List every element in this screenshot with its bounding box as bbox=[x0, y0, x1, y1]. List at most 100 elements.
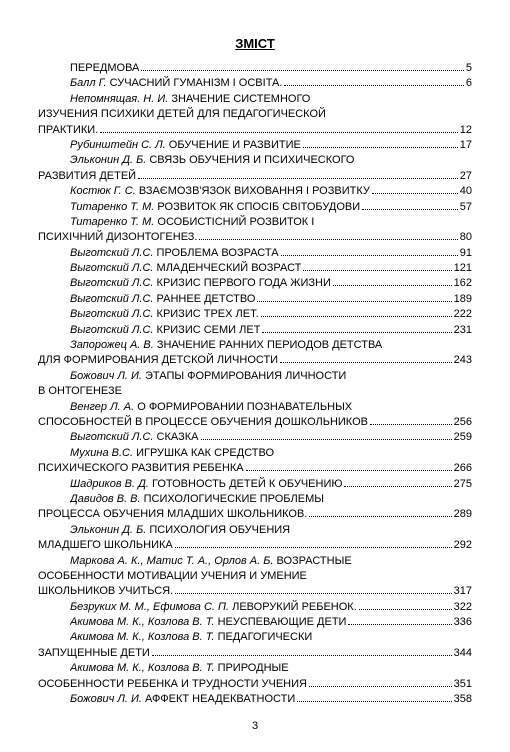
toc-entry-label: ОСОБЕННОСТИ РЕБЕНКА И ТРУДНОСТИ УЧЕНИЯ bbox=[38, 677, 307, 692]
toc-row: РАЗВИТИЯ ДЕТЕЙ 27 bbox=[38, 169, 472, 184]
toc-leader-dots bbox=[303, 147, 458, 148]
toc-row: МЛАДШЕГО ШКОЛЬНИКА292 bbox=[38, 538, 472, 553]
toc-entry-page: 57 bbox=[460, 200, 472, 215]
toc-entry-text: ПСИХОЛОГИЯ ОБУЧЕНИЯ bbox=[149, 524, 290, 536]
toc-entry-label: Безруких М. М., Ефимова С. П. ЛЕВОРУКИЙ … bbox=[70, 600, 357, 615]
toc-entry-text: КРИЗИС СЕМИ ЛЕТ bbox=[157, 324, 261, 336]
toc-entry-page: 275 bbox=[454, 477, 472, 492]
toc-entry-label: Запорожец А. В. ЗНАЧЕНИЕ РАННИХ ПЕРИОДОВ… bbox=[70, 338, 382, 353]
toc-row: Костюк Г. С. ВЗАЄМОЗВ'ЯЗОК ВИХОВАННЯ І Р… bbox=[38, 184, 472, 199]
toc-row: Эльконин Д. Б. СВЯЗЬ ОБУЧЕНИЯ И ПСИХИЧЕС… bbox=[38, 153, 472, 168]
toc-row: В ОНТОГЕНЕЗЕ bbox=[38, 384, 472, 399]
toc-entry-author: Маркова А. К., Матис Т. А., Орлов А. Б. bbox=[70, 555, 276, 567]
page-number: 3 bbox=[0, 720, 510, 732]
toc-entry-text: РАЗВИТИЯ ДЕТЕЙ bbox=[38, 170, 136, 182]
toc-entry-label: ПСИХІЧНИЙ ДИЗОНТОГЕНЕЗ. bbox=[38, 230, 197, 245]
toc-row: Выготский Л.С. КРИЗИС ПЕРВОГО ГОДА ЖИЗНИ… bbox=[38, 276, 472, 291]
toc-entry-author: Акимова М. К., Козлова В. Т. bbox=[70, 631, 218, 643]
toc-row: Выготский Л.С. КРИЗИС ТРЕХ ЛЕТ.222 bbox=[38, 307, 472, 322]
toc-entry-author: Выготский Л.С. bbox=[70, 324, 157, 336]
toc-entry-author: Мухина В.С. bbox=[70, 447, 136, 459]
toc-entry-author: Балл Г. bbox=[70, 77, 110, 89]
toc-entry-author: Выготский Л.С. bbox=[70, 247, 157, 259]
toc-entry-text: В ОНТОГЕНЕЗЕ bbox=[38, 385, 122, 397]
toc-entry-text: ВОЗРАСТНЫЕ bbox=[276, 555, 351, 567]
toc-leader-dots bbox=[280, 362, 452, 363]
toc-entry-page: 6 bbox=[466, 76, 472, 91]
toc-entry-text: СВЯЗЬ ОБУЧЕНИЯ И ПСИХИЧЕСКОГО bbox=[149, 154, 354, 166]
toc-leader-dots bbox=[284, 85, 463, 86]
toc-entry-author: Непомнящая. Н. И. bbox=[70, 93, 171, 105]
toc-row: Выготский Л.С. СКАЗКА259 bbox=[38, 430, 472, 445]
toc-leader-dots bbox=[370, 424, 452, 425]
toc-entry-label: ИЗУЧЕНИЯ ПСИХИКИ ДЕТЕЙ ДЛЯ ПЕДАГОГИЧЕСКО… bbox=[38, 107, 326, 122]
toc-entry-label: Выготский Л.С. КРИЗИС СЕМИ ЛЕТ bbox=[70, 323, 260, 338]
toc-entry-text: ПРОЦЕССА ОБУЧЕНИЯ МЛАДШИХ ШКОЛЬНИКОВ. bbox=[38, 508, 307, 520]
toc-entry-text: ПСИХОЛОГИЧЕСКИЕ ПРОБЛЕМЫ bbox=[144, 493, 324, 505]
toc-leader-dots bbox=[281, 255, 458, 256]
toc-entry-label: Шадриков В. Д. ГОТОВНОСТЬ ДЕТЕЙ К ОБУЧЕН… bbox=[70, 477, 342, 492]
toc-entry-text: МЛАДЕНЧЕСКИЙ ВОЗРАСТ bbox=[157, 262, 302, 274]
toc-entry-author: Выготский Л.С. bbox=[70, 308, 157, 320]
toc-entry-author: Выготский Л.С. bbox=[70, 277, 157, 289]
toc-entry-text: ШКОЛЬНИКОВ УЧИТЬСЯ. bbox=[38, 585, 173, 597]
toc-leader-dots bbox=[309, 516, 451, 517]
toc-leader-dots bbox=[257, 301, 451, 302]
toc-entry-author: Божович Л. И. bbox=[70, 693, 145, 705]
toc-entry-author: Эльконин Д. Б. bbox=[70, 154, 149, 166]
toc-entry-label: Маркова А. К., Матис Т. А., Орлов А. Б. … bbox=[70, 554, 352, 569]
toc-row: ЗАПУЩЕННЫЕ ДЕТИ344 bbox=[38, 646, 472, 661]
toc-row: Божович Л. И. ЭТАПЫ ФОРМИРОВАНИЯ ЛИЧНОСТ… bbox=[38, 369, 472, 384]
toc-entry-label: Рубинштейн С. Л. ОБУЧЕНИЕ И РАЗВИТИЕ bbox=[70, 138, 301, 153]
toc-entry-page: 351 bbox=[454, 677, 472, 692]
toc-entry-label: МЛАДШЕГО ШКОЛЬНИКА bbox=[38, 538, 173, 553]
toc-entry-text: ВЗАЄМОЗВ'ЯЗОК ВИХОВАННЯ І РОЗВИТКУ bbox=[139, 185, 370, 197]
toc-entry-text: ОСОБЕННОСТИ МОТИВАЦИИ УЧЕНИЯ И УМЕНИЕ bbox=[38, 570, 307, 582]
toc-leader-dots bbox=[303, 270, 451, 271]
toc-entry-label: Титаренко Т. М. РОЗВИТОК ЯК СПОСІБ СВІТО… bbox=[70, 200, 360, 215]
toc-row: Акимова М. К., Козлова В. Т. НЕУСПЕВАЮЩИ… bbox=[38, 615, 472, 630]
toc-row: Акимова М. К., Козлова В. Т. ПЕДАГОГИЧЕС… bbox=[38, 630, 472, 645]
toc-row: ШКОЛЬНИКОВ УЧИТЬСЯ.317 bbox=[38, 584, 472, 599]
toc-row: Венгер Л. А. О ФОРМИРОВАНИИ ПОЗНАВАТЕЛЬН… bbox=[38, 400, 472, 415]
toc-entry-text: СУЧАСНИЙ ГУМАНІЗМ І ОСВІТА. bbox=[110, 77, 283, 89]
toc-entry-text: ЗАПУЩЕННЫЕ ДЕТИ bbox=[38, 647, 150, 659]
toc-entry-author: Шадриков В. Д. bbox=[70, 478, 152, 490]
toc-leader-dots bbox=[175, 547, 452, 548]
toc-row: Выготский Л.С. КРИЗИС СЕМИ ЛЕТ231 bbox=[38, 323, 472, 338]
toc-entry-label: ОСОБЕННОСТИ МОТИВАЦИИ УЧЕНИЯ И УМЕНИЕ bbox=[38, 569, 307, 584]
toc-entry-text: МЛАДШЕГО ШКОЛЬНИКА bbox=[38, 539, 173, 551]
toc-entry-page: 17 bbox=[460, 138, 472, 153]
toc-entry-text: ОСОБИСТІСНИЙ РОЗВИТОК І bbox=[157, 216, 314, 228]
toc-entry-label: ПРОЦЕССА ОБУЧЕНИЯ МЛАДШИХ ШКОЛЬНИКОВ. bbox=[38, 507, 307, 522]
toc-entry-author: Выготский Л.С. bbox=[70, 293, 157, 305]
toc-entry-author: Божович Л. И. bbox=[70, 370, 145, 382]
toc-row: Выготский Л.С. ПРОБЛЕМА ВОЗРАСТА91 bbox=[38, 246, 472, 261]
toc-entry-text: ПРАКТИКИ. bbox=[38, 124, 98, 136]
toc-entry-label: ПРАКТИКИ. bbox=[38, 123, 98, 138]
toc-entry-page: 358 bbox=[454, 692, 472, 707]
toc-leader-dots bbox=[359, 609, 452, 610]
toc-entry-page: 289 bbox=[454, 507, 472, 522]
toc-row: Акимова М. К., Козлова В. Т. ПРИРОДНЫЕ bbox=[38, 661, 472, 676]
toc-entry-author: Рубинштейн С. Л. bbox=[70, 139, 169, 151]
toc-leader-dots bbox=[262, 332, 451, 333]
toc-entry-page: 27 bbox=[460, 169, 472, 184]
toc-entry-page: 12 bbox=[460, 123, 472, 138]
toc-entry-label: Божович Л. И. ЭТАПЫ ФОРМИРОВАНИЯ ЛИЧНОСТ… bbox=[70, 369, 346, 384]
toc-entry-label: Выготский Л.С. СКАЗКА bbox=[70, 430, 199, 445]
toc-row: ОСОБЕННОСТИ РЕБЕНКА И ТРУДНОСТИ УЧЕНИЯ 35… bbox=[38, 677, 472, 692]
toc-entry-label: Выготский Л.С. КРИЗИС ТРЕХ ЛЕТ. bbox=[70, 307, 259, 322]
toc-entry-text: ДЛЯ ФОРМИРОВАНИЯ ДЕТСКОЙ ЛИЧНОСТИ bbox=[38, 354, 278, 366]
toc-leader-dots bbox=[138, 178, 458, 179]
toc-row: Выготский Л.С. МЛАДЕНЧЕСКИЙ ВОЗРАСТ121 bbox=[38, 261, 472, 276]
toc-entry-page: 336 bbox=[454, 615, 472, 630]
toc-entry-page: 121 bbox=[454, 261, 472, 276]
toc-entry-author: Эльконин Д. Б. bbox=[70, 524, 149, 536]
toc-entry-label: Венгер Л. А. О ФОРМИРОВАНИИ ПОЗНАВАТЕЛЬН… bbox=[70, 400, 352, 415]
toc-row: СПОСОБНОСТЕЙ В ПРОЦЕССЕ ОБУЧЕНИЯ ДОШКОЛЬ… bbox=[38, 415, 472, 430]
toc-row: Божович Л. И. АФФЕКТ НЕАДЕКВАТНОСТИ358 bbox=[38, 692, 472, 707]
toc-entry-label: В ОНТОГЕНЕЗЕ bbox=[38, 384, 122, 399]
toc-entry-label: ШКОЛЬНИКОВ УЧИТЬСЯ. bbox=[38, 584, 173, 599]
toc-leader-dots bbox=[372, 193, 458, 194]
